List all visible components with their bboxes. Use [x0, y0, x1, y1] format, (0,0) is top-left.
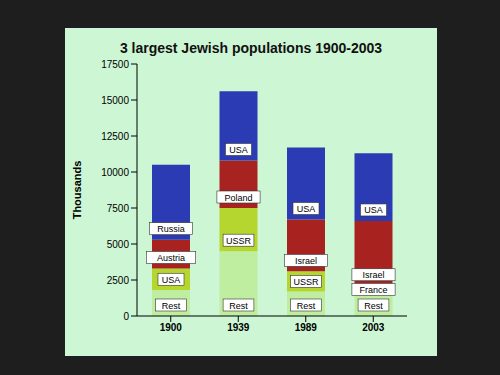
svg-text:15000: 15000	[101, 95, 129, 106]
svg-text:Austria: Austria	[157, 253, 185, 263]
svg-text:Rest: Rest	[229, 301, 248, 311]
svg-text:17500: 17500	[101, 59, 129, 70]
svg-text:France: France	[359, 285, 387, 295]
svg-text:USA: USA	[297, 204, 316, 214]
svg-text:10000: 10000	[101, 167, 129, 178]
svg-text:USSR: USSR	[293, 277, 319, 287]
html-text:3 largest Jewish populations 1: 3 largest Jewish populations 1900-2003	[119, 40, 383, 56]
svg-text:Rest: Rest	[364, 301, 383, 311]
svg-text:5000: 5000	[107, 239, 130, 250]
svg-text:2003: 2003	[362, 322, 385, 333]
svg-text:2500: 2500	[107, 275, 130, 286]
svg-text:Israel: Israel	[362, 270, 384, 280]
svg-text:7500: 7500	[107, 203, 130, 214]
svg-text:USA: USA	[162, 275, 181, 285]
svg-text:Poland: Poland	[224, 193, 252, 203]
svg-text:Rest: Rest	[162, 301, 181, 311]
svg-text:1939: 1939	[227, 322, 250, 333]
svg-text:USA: USA	[364, 205, 383, 215]
svg-text:1900: 1900	[160, 322, 183, 333]
svg-text:1989: 1989	[295, 322, 318, 333]
svg-text:12500: 12500	[101, 131, 129, 142]
svg-text:USSR: USSR	[226, 236, 252, 246]
svg-text:0: 0	[123, 311, 129, 322]
svg-text:Rest: Rest	[297, 301, 316, 311]
svg-text:USA: USA	[229, 145, 248, 155]
svg-text:Russia: Russia	[157, 224, 185, 234]
svg-text:Israel: Israel	[295, 256, 317, 266]
svg-text:Thousands: Thousands	[71, 161, 83, 220]
